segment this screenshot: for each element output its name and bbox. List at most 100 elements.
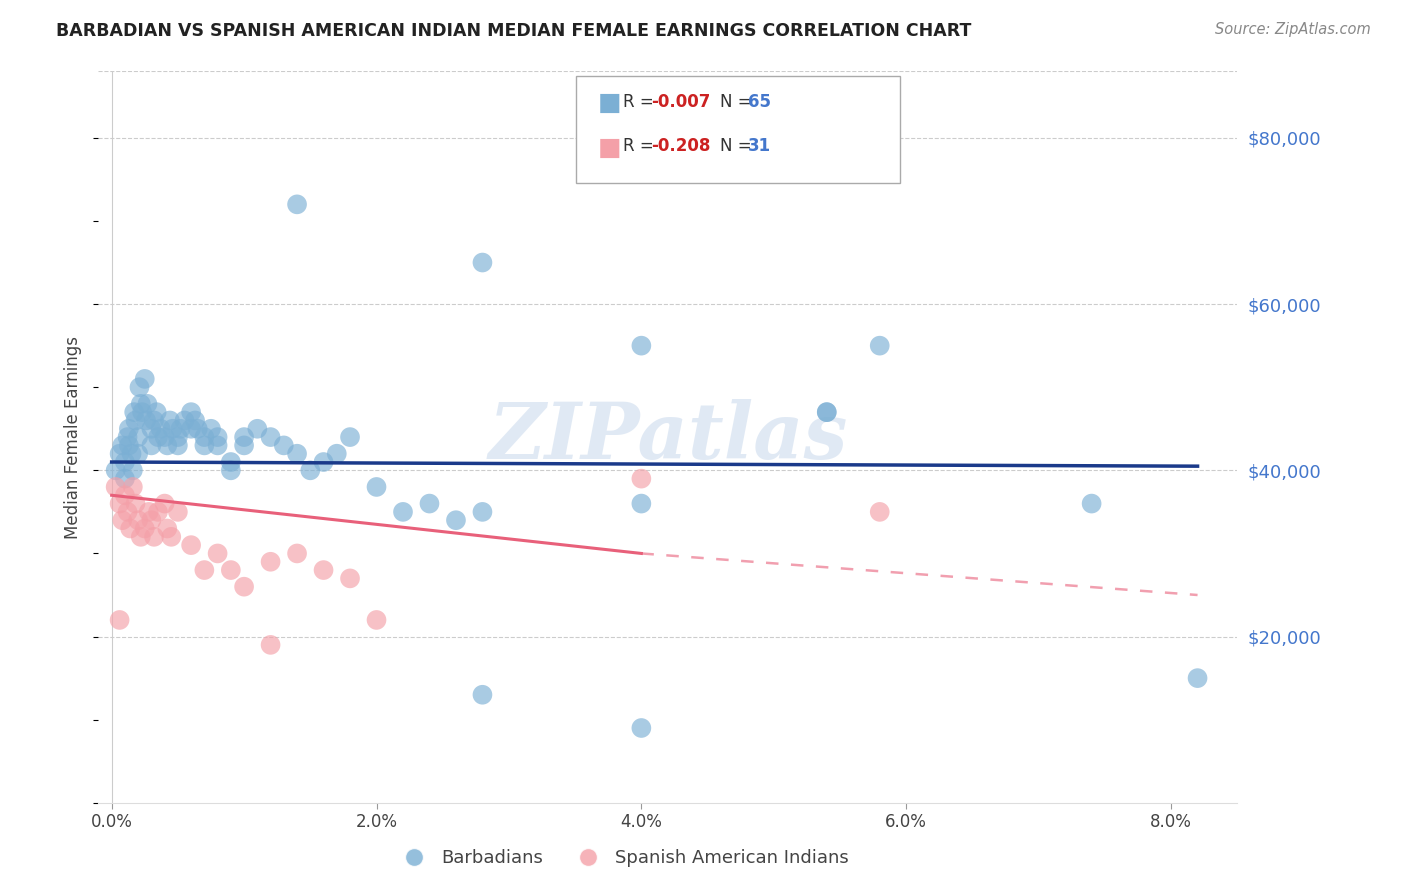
Point: [135, 413, 157, 427]
Point: [117, 430, 139, 444]
Point: [173, 413, 195, 427]
Point: [193, 438, 215, 452]
Point: [108, 447, 131, 461]
Point: [1080, 497, 1102, 511]
Point: [630, 472, 652, 486]
Point: [167, 438, 190, 452]
Point: [180, 405, 202, 419]
Point: [273, 438, 295, 452]
Point: [339, 571, 361, 585]
Point: [187, 422, 209, 436]
Point: [118, 438, 141, 452]
Point: [114, 472, 136, 486]
Point: [141, 422, 163, 436]
Point: [127, 430, 149, 444]
Point: [114, 455, 136, 469]
Point: [117, 505, 139, 519]
Point: [121, 463, 143, 477]
Point: [471, 255, 494, 269]
Text: 65: 65: [748, 93, 770, 111]
Point: [143, 530, 166, 544]
Point: [259, 430, 281, 444]
Point: [207, 438, 229, 452]
Text: ■: ■: [598, 136, 621, 160]
Point: [104, 480, 127, 494]
Point: [219, 463, 242, 477]
Text: R =: R =: [623, 137, 659, 155]
Point: [869, 505, 891, 519]
Point: [167, 430, 190, 444]
Text: 31: 31: [748, 137, 770, 155]
Point: [114, 488, 136, 502]
Text: ZIPatlas: ZIPatlas: [488, 399, 848, 475]
Point: [169, 422, 191, 436]
Point: [127, 447, 149, 461]
Legend: Barbadians, Spanish American Indians: Barbadians, Spanish American Indians: [388, 842, 856, 874]
Point: [153, 430, 176, 444]
Point: [312, 455, 335, 469]
Point: [153, 497, 176, 511]
Point: [162, 422, 184, 436]
Point: [145, 405, 167, 419]
Point: [143, 413, 166, 427]
Point: [136, 397, 159, 411]
Text: -0.007: -0.007: [651, 93, 710, 111]
Point: [392, 505, 415, 519]
Text: ■: ■: [598, 91, 621, 115]
Point: [233, 580, 256, 594]
Point: [156, 521, 179, 535]
Point: [630, 338, 652, 352]
Point: [219, 563, 242, 577]
Text: N =: N =: [720, 137, 756, 155]
Point: [326, 447, 349, 461]
Point: [180, 422, 202, 436]
Point: [285, 546, 308, 560]
Point: [259, 555, 281, 569]
Point: [124, 413, 146, 427]
Point: [285, 197, 308, 211]
Point: [180, 538, 202, 552]
Point: [233, 430, 256, 444]
Point: [129, 397, 152, 411]
Point: [246, 422, 269, 436]
Point: [104, 463, 127, 477]
Point: [131, 405, 153, 419]
Point: [146, 430, 169, 444]
Text: Source: ZipAtlas.com: Source: ZipAtlas.com: [1215, 22, 1371, 37]
Point: [108, 497, 131, 511]
Point: [299, 463, 322, 477]
Point: [630, 497, 652, 511]
Point: [339, 430, 361, 444]
Point: [444, 513, 467, 527]
Point: [285, 447, 308, 461]
Point: [233, 438, 256, 452]
Point: [184, 413, 207, 427]
Point: [146, 505, 169, 519]
Point: [207, 546, 229, 560]
Point: [128, 380, 150, 394]
Point: [167, 505, 190, 519]
Point: [869, 338, 891, 352]
Point: [121, 447, 143, 461]
Point: [160, 530, 183, 544]
Point: [118, 422, 141, 436]
Point: [149, 422, 172, 436]
Point: [366, 613, 388, 627]
Point: [120, 521, 142, 535]
Point: [1187, 671, 1209, 685]
Point: [630, 721, 652, 735]
Text: N =: N =: [720, 93, 756, 111]
Point: [219, 455, 242, 469]
Point: [815, 405, 838, 419]
Y-axis label: Median Female Earnings: Median Female Earnings: [65, 335, 83, 539]
Point: [111, 438, 134, 452]
Point: [159, 413, 181, 427]
Point: [471, 688, 494, 702]
Point: [141, 438, 163, 452]
Point: [156, 438, 179, 452]
Point: [193, 563, 215, 577]
Point: [121, 480, 143, 494]
Point: [471, 505, 494, 519]
Text: -0.208: -0.208: [651, 137, 710, 155]
Point: [134, 521, 156, 535]
